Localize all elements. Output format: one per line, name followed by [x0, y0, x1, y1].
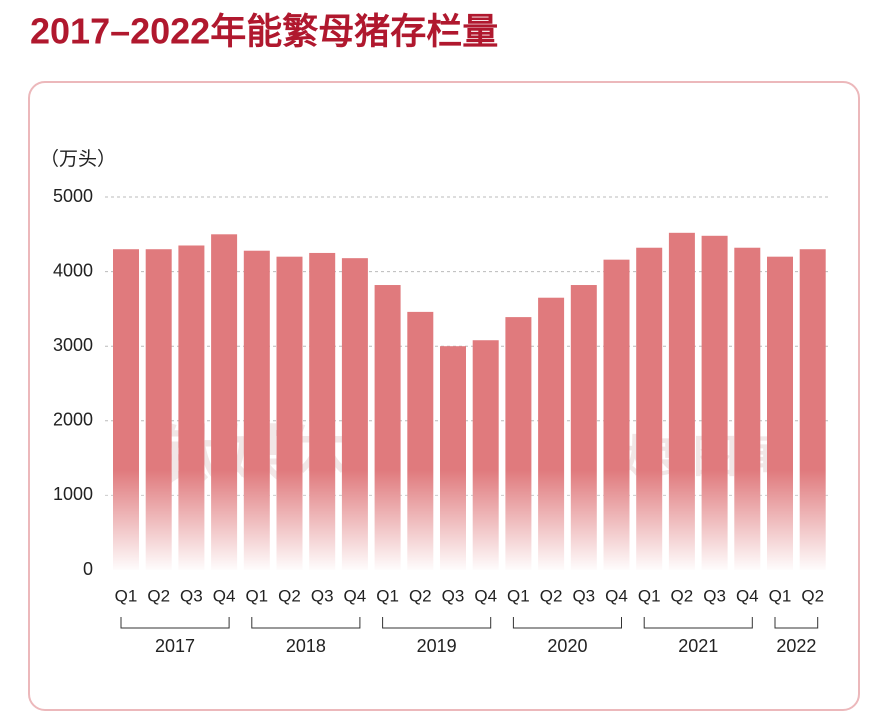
- group-label: 2018: [286, 636, 326, 656]
- group-label: 2019: [417, 636, 457, 656]
- y-tick-label: 4000: [53, 260, 93, 280]
- x-tick-label: Q2: [671, 586, 694, 605]
- x-tick-label: Q4: [344, 586, 367, 605]
- x-tick-label: Q2: [147, 586, 170, 605]
- x-tick-label: Q1: [376, 586, 399, 605]
- y-tick-label: 2000: [53, 410, 93, 430]
- group-bracket: [382, 617, 492, 629]
- x-tick-label: Q1: [115, 586, 138, 605]
- bar-fade: [100, 470, 840, 573]
- x-tick-label: Q4: [474, 586, 497, 605]
- x-tick-label: Q3: [703, 586, 726, 605]
- x-tick-label: Q3: [442, 586, 465, 605]
- x-tick-label: Q2: [540, 586, 563, 605]
- group-label: 2020: [547, 636, 587, 656]
- group-bracket: [774, 617, 819, 629]
- group-bracket: [643, 617, 753, 629]
- y-axis-label: （万头）: [40, 148, 116, 170]
- group-bracket: [512, 617, 622, 629]
- x-tick-label: Q3: [180, 586, 203, 605]
- x-tick-label: Q4: [213, 586, 236, 605]
- x-tick-label: Q2: [801, 586, 824, 605]
- group-label: 2017: [155, 636, 195, 656]
- x-tick-label: Q4: [605, 586, 628, 605]
- x-tick-label: Q1: [245, 586, 268, 605]
- y-tick-label: 5000: [53, 186, 93, 206]
- x-tick-label: Q1: [507, 586, 530, 605]
- x-tick-label: Q2: [278, 586, 301, 605]
- chart-title: 2017–2022年能繁母猪存栏量: [30, 11, 498, 52]
- group-bracket: [251, 617, 361, 629]
- x-tick-label: Q1: [769, 586, 792, 605]
- group-label: 2022: [776, 636, 816, 656]
- x-tick-label: Q4: [736, 586, 759, 605]
- y-tick-label: 3000: [53, 335, 93, 355]
- x-tick-label: Q3: [572, 586, 595, 605]
- group-label: 2021: [678, 636, 718, 656]
- y-tick-label: 0: [83, 559, 93, 579]
- group-bracket: [120, 617, 230, 629]
- x-tick-label: Q2: [409, 586, 432, 605]
- y-tick-label: 1000: [53, 484, 93, 504]
- x-tick-label: Q1: [638, 586, 661, 605]
- x-tick-label: Q3: [311, 586, 334, 605]
